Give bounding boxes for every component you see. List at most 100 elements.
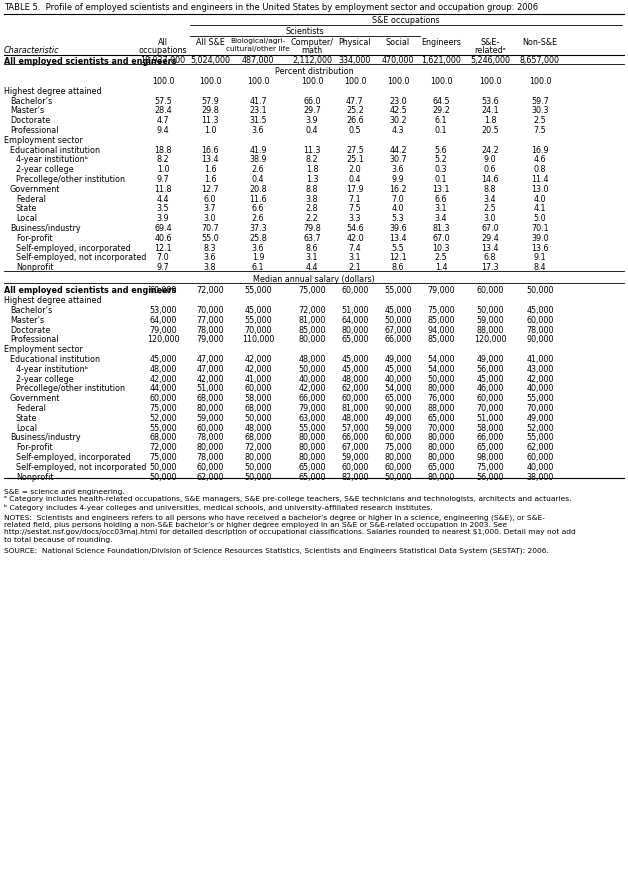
Text: 64,000: 64,000: [149, 316, 176, 325]
Text: 58,000: 58,000: [476, 424, 504, 433]
Text: 27.5: 27.5: [346, 146, 364, 155]
Text: 5.5: 5.5: [392, 244, 404, 253]
Text: 16.6: 16.6: [201, 146, 219, 155]
Text: 7.4: 7.4: [349, 244, 361, 253]
Text: 51,000: 51,000: [476, 414, 504, 423]
Text: 57.9: 57.9: [201, 97, 219, 106]
Text: Nonprofit: Nonprofit: [16, 473, 53, 481]
Text: 88,000: 88,000: [427, 404, 455, 413]
Text: 56,000: 56,000: [476, 473, 504, 481]
Text: 39.6: 39.6: [389, 224, 407, 233]
Text: 60,000: 60,000: [384, 433, 412, 442]
Text: 3.5: 3.5: [157, 205, 170, 214]
Text: 66,000: 66,000: [298, 394, 326, 403]
Text: 50,000: 50,000: [427, 375, 455, 384]
Text: 78,000: 78,000: [196, 326, 224, 335]
Text: S&E occupations: S&E occupations: [372, 16, 440, 25]
Text: 487,000: 487,000: [242, 56, 274, 66]
Text: 54,000: 54,000: [384, 384, 412, 393]
Text: 42.5: 42.5: [389, 107, 407, 116]
Text: 49,000: 49,000: [476, 355, 504, 364]
Text: 23.1: 23.1: [249, 107, 267, 116]
Text: 80,000: 80,000: [427, 433, 455, 442]
Text: 60,000: 60,000: [341, 287, 369, 295]
Text: 1.3: 1.3: [306, 175, 318, 184]
Text: 65,000: 65,000: [427, 463, 455, 472]
Text: 11.8: 11.8: [154, 185, 171, 194]
Text: 94,000: 94,000: [427, 326, 455, 335]
Text: 100.0: 100.0: [247, 77, 269, 86]
Text: 3.1: 3.1: [306, 254, 318, 263]
Text: 3.9: 3.9: [306, 117, 318, 125]
Text: 0.3: 0.3: [435, 166, 447, 174]
Text: occupations: occupations: [139, 46, 187, 55]
Text: 3.4: 3.4: [484, 195, 496, 204]
Text: 23.0: 23.0: [389, 97, 407, 106]
Text: 9.0: 9.0: [484, 156, 496, 165]
Text: 2.6: 2.6: [252, 166, 264, 174]
Text: Government: Government: [10, 394, 60, 403]
Text: 8.3: 8.3: [203, 244, 216, 253]
Text: State: State: [16, 205, 38, 214]
Text: 334,000: 334,000: [339, 56, 371, 66]
Text: 50,000: 50,000: [149, 473, 176, 481]
Text: Professional: Professional: [10, 126, 58, 135]
Text: 4.1: 4.1: [534, 205, 546, 214]
Text: 66,000: 66,000: [476, 433, 504, 442]
Text: 0.8: 0.8: [534, 166, 546, 174]
Text: 51,000: 51,000: [341, 306, 369, 315]
Text: 59,000: 59,000: [476, 316, 504, 325]
Text: 78,000: 78,000: [196, 453, 224, 462]
Text: 48,000: 48,000: [298, 355, 326, 364]
Text: Precollege/other institution: Precollege/other institution: [16, 175, 125, 184]
Text: 2.8: 2.8: [306, 205, 318, 214]
Text: 3.6: 3.6: [392, 166, 404, 174]
Text: 76,000: 76,000: [427, 394, 455, 403]
Text: 29.4: 29.4: [481, 234, 499, 243]
Text: 40,000: 40,000: [384, 375, 412, 384]
Text: 8.2: 8.2: [157, 156, 170, 165]
Text: 39.0: 39.0: [531, 234, 549, 243]
Text: All employed scientists and engineers: All employed scientists and engineers: [4, 287, 176, 295]
Text: ᵃ Category includes health-related occupations, S&E managers, S&E pre-college te: ᵃ Category includes health-related occup…: [4, 497, 571, 502]
Text: 13.4: 13.4: [389, 234, 407, 243]
Text: 72,000: 72,000: [196, 287, 224, 295]
Text: 8.4: 8.4: [534, 263, 546, 272]
Text: 24.2: 24.2: [481, 146, 499, 155]
Text: 55,000: 55,000: [384, 287, 412, 295]
Text: 80,000: 80,000: [298, 336, 326, 344]
Text: 65,000: 65,000: [384, 394, 412, 403]
Text: 2.2: 2.2: [306, 214, 318, 223]
Text: 41.9: 41.9: [249, 146, 267, 155]
Text: 2.1: 2.1: [349, 263, 361, 272]
Text: 65,000: 65,000: [341, 336, 369, 344]
Text: 30.7: 30.7: [389, 156, 407, 165]
Text: 25.2: 25.2: [346, 107, 364, 116]
Text: 45,000: 45,000: [384, 306, 412, 315]
Text: 65,000: 65,000: [298, 463, 326, 472]
Text: http://sestat.nsf.gov/docs/occ03maj.html for detailed description of occupationa: http://sestat.nsf.gov/docs/occ03maj.html…: [4, 530, 576, 536]
Text: Self-employed, incorporated: Self-employed, incorporated: [16, 244, 131, 253]
Text: ᵇ Category includes 4-year colleges and universities, medical schools, and unive: ᵇ Category includes 4-year colleges and …: [4, 504, 433, 511]
Text: 20.8: 20.8: [249, 185, 267, 194]
Text: 41,000: 41,000: [526, 355, 554, 364]
Text: 25.1: 25.1: [346, 156, 364, 165]
Text: Local: Local: [16, 214, 37, 223]
Text: 41.7: 41.7: [249, 97, 267, 106]
Text: 12.1: 12.1: [389, 254, 407, 263]
Text: 50,000: 50,000: [384, 316, 412, 325]
Text: Doctorate: Doctorate: [10, 117, 50, 125]
Text: Doctorate: Doctorate: [10, 326, 50, 335]
Text: 50,000: 50,000: [244, 463, 272, 472]
Text: Employment sector: Employment sector: [4, 345, 83, 354]
Text: Local: Local: [16, 424, 37, 433]
Text: State: State: [16, 414, 38, 423]
Text: 81.3: 81.3: [432, 224, 450, 233]
Text: Educational institution: Educational institution: [10, 146, 100, 155]
Text: 56,000: 56,000: [476, 365, 504, 374]
Text: 75,000: 75,000: [476, 463, 504, 472]
Text: 60,000: 60,000: [526, 453, 554, 462]
Text: related field, plus persons holding a non-S&E bachelor’s or higher degree employ: related field, plus persons holding a no…: [4, 522, 507, 528]
Text: 55,000: 55,000: [298, 424, 326, 433]
Text: 3.0: 3.0: [484, 214, 496, 223]
